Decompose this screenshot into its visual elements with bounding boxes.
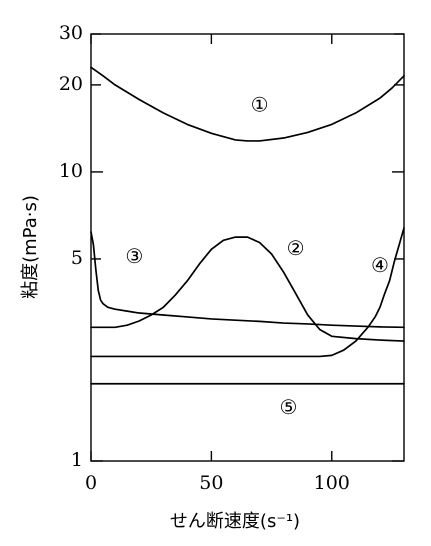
y-tick-label-5: 30: [59, 22, 83, 44]
series-line-1: [90, 66, 405, 142]
series-label-3: ③: [125, 244, 143, 268]
series-layer: [90, 66, 405, 385]
series-line-4: [90, 227, 405, 358]
series-label-layer: ① ② ③ ④ ⑤: [125, 93, 389, 419]
series-line-2: [90, 236, 405, 342]
x-tick-label-2: 50: [199, 472, 223, 494]
plot-frame: [90, 33, 405, 462]
y-tick-label-4: 20: [59, 73, 83, 95]
x-tick-label-3: 100: [314, 472, 350, 494]
x-axis-title: せん断速度(s⁻¹): [170, 511, 300, 532]
x-tick-label-1: 0: [85, 472, 97, 494]
y-tick-label-1: 1: [71, 449, 83, 471]
series-line-3: [90, 231, 405, 329]
series-label-1: ①: [251, 93, 269, 117]
y-axis-title: 粘度(mPa·s): [20, 195, 41, 299]
series-label-2: ②: [287, 236, 305, 260]
plot-area-border: [90, 33, 405, 462]
series-label-4: ④: [371, 253, 389, 277]
tick-layer: [90, 33, 404, 462]
y-tick-label-2: 5: [71, 247, 83, 269]
tick-label-layer: 1 5 10 20 30 0 50 100: [59, 22, 350, 494]
y-tick-label-3: 10: [59, 160, 83, 182]
series-label-5: ⑤: [279, 395, 297, 419]
